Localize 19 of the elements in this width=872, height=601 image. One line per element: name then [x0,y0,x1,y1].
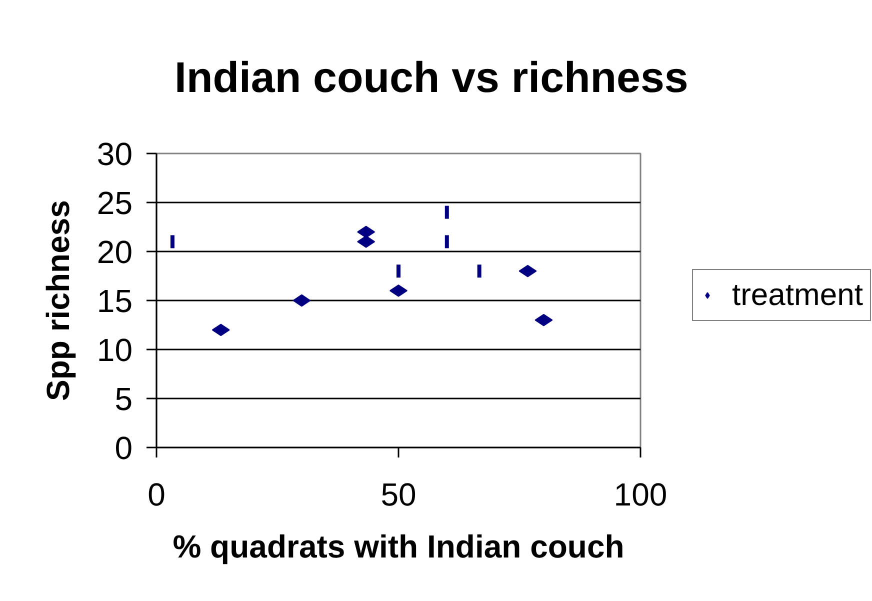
y-tick-label: 5 [114,381,132,417]
y-tick-label: 25 [96,185,132,221]
y-tick-label: 15 [96,283,132,319]
y-axis-title: Spp richness [40,200,76,401]
y-tick-label: 20 [96,234,132,270]
point [534,314,553,326]
y-tick-label: 30 [96,136,132,172]
chart-title: Indian couch vs richness [174,54,688,102]
y-tick-label: 10 [96,332,132,368]
y-tick-label: 0 [114,430,132,466]
point [518,264,537,278]
x-tick-label: 100 [614,476,668,512]
x-tick-label: 0 [148,476,166,512]
point [212,324,230,336]
point [292,294,311,307]
point [357,226,376,238]
x-axis-title: % quadrats with Indian couch [172,528,624,564]
legend-label: treatment [732,277,863,313]
x-tick-label: 50 [380,476,416,512]
